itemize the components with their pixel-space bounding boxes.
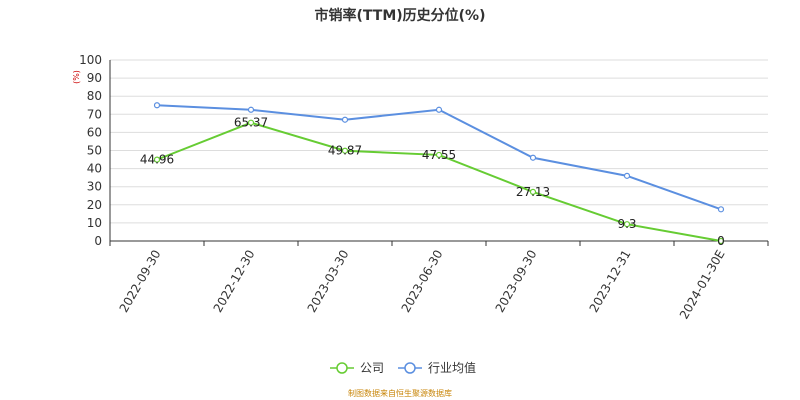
y-tick-label: 90 <box>87 71 102 85</box>
series-0-point <box>435 151 443 159</box>
x-axis: 2022-09-30 2022-12-30 2023-03-30 2023-06-30… <box>109 240 769 322</box>
y-tick-label: 40 <box>87 162 102 176</box>
y-tick-label: 50 <box>87 144 102 158</box>
series-1-point <box>247 106 255 113</box>
series-0-point <box>247 119 255 126</box>
series-1-point <box>435 106 443 113</box>
x-tick-label: 2023-12-31 <box>587 248 634 315</box>
y-tick-label: 80 <box>87 89 102 103</box>
y-axis: 0 10 20 30 40 50 60 70 80 90 100 <box>79 53 111 248</box>
y-tick-label: 0 <box>94 234 102 248</box>
y-tick-label: 20 <box>87 198 102 212</box>
y-tick-label: 100 <box>79 53 102 67</box>
y-tick-label: 70 <box>87 107 102 121</box>
data-label: 47.55 <box>422 148 456 162</box>
series-0-point <box>717 237 725 245</box>
x-tick-label: 2023-09-30 <box>493 248 540 315</box>
legend-label-1: 行业均值 <box>428 360 476 375</box>
series-1-point <box>153 102 161 109</box>
x-tick-label: 2024-01-30E <box>677 248 728 322</box>
x-tick-label: 2022-09-30 <box>117 248 164 315</box>
legend[interactable]: 公司 行业均值 <box>330 360 476 375</box>
chart-title: 市销率(TTM)历史分位(%) <box>315 7 486 24</box>
legend-marker-0 <box>336 362 348 374</box>
data-label: 27.13 <box>516 185 550 199</box>
y-tick-label: 60 <box>87 125 102 139</box>
data-label: 9.3 <box>617 217 636 231</box>
data-label: 65.37 <box>234 116 268 130</box>
series-0-point <box>153 156 161 163</box>
source-note: 制图数据来自恒生聚源数据库 <box>348 388 452 398</box>
series-layer <box>153 102 725 245</box>
x-tick-label: 2023-06-30 <box>399 248 446 315</box>
series-1-point <box>341 116 349 123</box>
legend-marker-1 <box>404 362 416 374</box>
series-0-point <box>529 188 537 195</box>
x-tick-label: 2022-12-30 <box>211 248 258 315</box>
y-axis-unit: (%) <box>72 70 81 84</box>
series-1-point <box>623 172 631 179</box>
grid-lines <box>110 59 768 224</box>
y-tick-label: 10 <box>87 216 102 230</box>
data-label: 0 <box>717 234 725 248</box>
series-0-point <box>341 147 349 154</box>
series-0-point <box>623 221 631 228</box>
series-1-point <box>529 154 537 161</box>
x-tick-label: 2023-03-30 <box>305 248 352 315</box>
data-labels: 44.96 65.37 49.87 47.55 27.13 9.3 0 <box>140 116 725 248</box>
y-tick-label: 30 <box>87 180 102 194</box>
data-label: 49.87 <box>328 144 362 158</box>
data-label: 44.96 <box>140 153 174 167</box>
legend-label-0: 公司 <box>360 361 384 375</box>
series-1-point <box>717 206 725 213</box>
